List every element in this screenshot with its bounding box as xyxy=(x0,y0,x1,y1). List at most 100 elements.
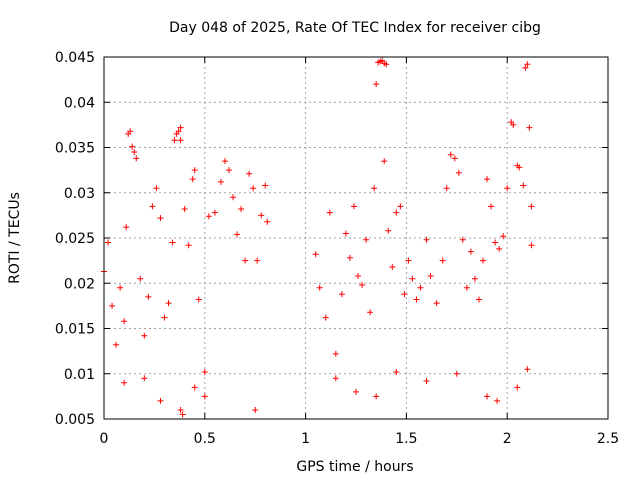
data-point xyxy=(385,227,392,234)
data-point xyxy=(439,257,446,264)
data-point xyxy=(342,230,349,237)
y-tick-label: 0.005 xyxy=(55,412,95,428)
data-point xyxy=(230,194,237,201)
data-point xyxy=(250,185,257,192)
data-point xyxy=(359,282,366,289)
data-point xyxy=(405,257,412,264)
data-point xyxy=(133,155,140,162)
data-point xyxy=(113,341,120,348)
data-point xyxy=(258,212,265,219)
data-point xyxy=(371,185,378,192)
data-point xyxy=(484,176,491,183)
x-tick-label: 0 xyxy=(100,431,109,447)
data-point xyxy=(242,257,249,264)
data-point xyxy=(528,242,535,249)
data-point xyxy=(149,203,156,210)
data-point xyxy=(383,61,390,68)
data-point xyxy=(153,185,160,192)
data-point xyxy=(373,81,380,88)
data-point xyxy=(492,239,499,246)
data-point xyxy=(262,182,269,189)
y-tick-label: 0.015 xyxy=(55,322,95,338)
data-point xyxy=(181,206,188,213)
data-point xyxy=(141,375,148,382)
data-point xyxy=(322,314,329,321)
data-point xyxy=(169,239,176,246)
data-point xyxy=(516,164,523,171)
data-point xyxy=(326,209,333,216)
data-point xyxy=(350,203,357,210)
data-point xyxy=(246,170,253,177)
data-point xyxy=(137,275,144,282)
x-tick-label: 2.5 xyxy=(597,431,619,447)
data-point xyxy=(332,375,339,382)
grid xyxy=(104,57,608,419)
data-point xyxy=(195,296,202,303)
x-tick-label: 2 xyxy=(503,431,512,447)
x-tick-label: 0.5 xyxy=(194,431,216,447)
data-point xyxy=(157,215,164,222)
data-point xyxy=(177,137,184,144)
data-point xyxy=(179,411,186,418)
data-point xyxy=(205,213,212,220)
data-point xyxy=(109,302,116,309)
data-point xyxy=(175,128,182,135)
axis-ticks: 0 0.5 1 1.5 2 2.5 0.005 0.01 0.015 0.02 0.025 0.03 0… xyxy=(55,50,619,447)
data-point xyxy=(447,151,454,158)
data-point xyxy=(389,263,396,270)
data-point xyxy=(131,149,138,156)
y-tick-label: 0.03 xyxy=(64,186,95,202)
data-point xyxy=(252,406,259,413)
data-point xyxy=(191,384,198,391)
x-tick-label: 1 xyxy=(301,431,310,447)
data-point xyxy=(520,182,527,189)
data-point xyxy=(467,248,474,255)
data-point xyxy=(381,158,388,165)
data-point xyxy=(221,158,228,165)
data-point xyxy=(201,393,208,400)
y-tick-label: 0.045 xyxy=(55,50,95,66)
data-point xyxy=(185,242,192,249)
y-axis-label: ROTI / TECUs xyxy=(7,192,23,284)
data-point xyxy=(453,370,460,377)
y-tick-label: 0.04 xyxy=(64,95,95,111)
data-point xyxy=(105,239,112,246)
data-point xyxy=(500,233,507,240)
data-point xyxy=(423,236,430,243)
data-point xyxy=(524,366,531,373)
plot-frame xyxy=(103,56,609,420)
data-point xyxy=(121,379,128,386)
x-tick-label: 1.5 xyxy=(395,431,417,447)
data-point xyxy=(451,155,458,162)
data-point xyxy=(355,273,362,280)
data-point xyxy=(145,293,152,300)
data-point xyxy=(127,128,134,135)
data-point xyxy=(528,203,535,210)
data-point xyxy=(433,300,440,307)
data-points xyxy=(101,57,535,418)
data-point xyxy=(316,284,323,291)
data-point xyxy=(177,124,184,131)
data-point xyxy=(338,291,345,298)
data-point xyxy=(496,245,503,252)
data-point xyxy=(171,137,178,144)
data-point xyxy=(443,185,450,192)
y-tick-label: 0.025 xyxy=(55,231,95,247)
data-point xyxy=(522,64,529,71)
data-point xyxy=(475,296,482,303)
data-point xyxy=(191,167,198,174)
data-point xyxy=(504,185,511,192)
data-point xyxy=(514,384,521,391)
data-point xyxy=(524,61,531,68)
data-point xyxy=(463,284,470,291)
data-point xyxy=(211,209,218,216)
data-point xyxy=(234,231,241,238)
data-point xyxy=(217,178,224,185)
data-point xyxy=(397,203,404,210)
data-point xyxy=(423,377,430,384)
data-point xyxy=(401,291,408,298)
data-point xyxy=(373,393,380,400)
data-point xyxy=(161,314,168,321)
data-point xyxy=(510,121,517,128)
